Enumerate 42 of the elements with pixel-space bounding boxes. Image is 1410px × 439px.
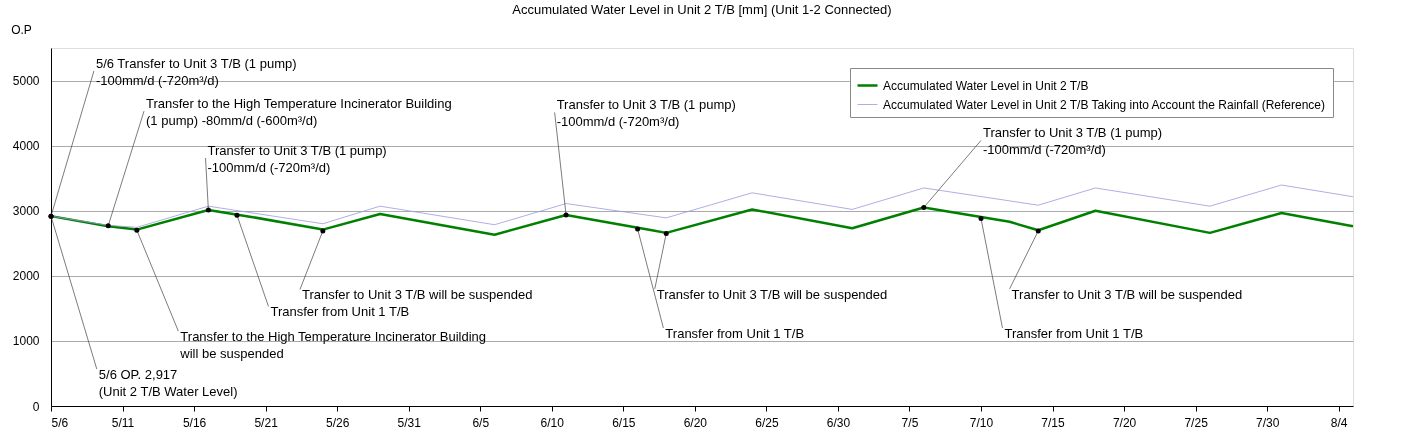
annotation: Transfer to the High Temperature Incinerator Building (1 pump) -80mm/d (-600m³/d) (146, 96, 452, 129)
annotation: Transfer to Unit 3 T/B will be suspended (1011, 286, 1243, 302)
annotation: Transfer to Unit 3 T/B (1 pump) -100mm/d (-720m³/d) (556, 97, 736, 130)
x-tick-label: 5/11 (111, 415, 135, 430)
x-tick-label: 5/16 (182, 415, 207, 430)
x-tick-label: 7/10 (969, 415, 994, 430)
annotation: 5/6 OP. 2,917 (Unit 2 T/B Water Level) (98, 367, 238, 400)
annotation: Transfer to Unit 3 T/B (1 pump) -100mm/d (-720m³/d) (983, 125, 1163, 158)
x-tick-label: 6/5 (472, 415, 490, 430)
x-tick-label: 6/30 (826, 415, 851, 430)
x-tick-label: 5/26 (325, 415, 350, 430)
annotation: Transfer to the High Temperature Incinerator Building will be suspended (179, 329, 487, 362)
x-tick-label: 6/20 (683, 415, 708, 430)
x-tick-label: 7/15 (1041, 415, 1066, 430)
x-tick-label: 7/30 (1255, 415, 1280, 430)
annotation: Transfer from Unit 1 T/B (1004, 325, 1144, 341)
y-tick-label: 1000 (12, 334, 40, 349)
y-axis-title: O.P (11, 22, 32, 37)
x-tick-label: 7/5 (901, 415, 919, 430)
x-tick-label: 8/4 (1330, 415, 1348, 430)
x-tick-label: 6/25 (755, 415, 779, 430)
x-tick-label: 7/20 (1112, 415, 1137, 430)
x-tick-label: 6/15 (612, 415, 636, 430)
annotation: 5/6 Transfer to Unit 3 T/B (1 pump) -100mm/d (-720m³/d) (95, 55, 297, 88)
y-tick-label: 4000 (12, 139, 40, 154)
x-tick-label: 5/6 (51, 415, 69, 430)
x-tick-label: 6/10 (540, 415, 565, 430)
legend-label: Accumulated Water Level in Unit 2 T/B (883, 78, 1089, 93)
annotation: Transfer to Unit 3 T/B will be suspended (301, 287, 533, 303)
y-tick-label: 5000 (12, 74, 40, 89)
x-tick-label: 5/21 (254, 415, 279, 430)
annotation: Transfer from Unit 1 T/B (270, 304, 410, 320)
y-tick-label: 3000 (12, 204, 40, 219)
annotation: Transfer to Unit 3 T/B (1 pump) -100mm/d (-720m³/d) (207, 143, 387, 175)
y-tick-label: 0 (32, 399, 40, 414)
x-tick-label: 7/25 (1184, 415, 1209, 430)
chart-title: Accumulated Water Level in Unit 2 T/B [mm] (Unit 1-2 Connected) (512, 2, 892, 17)
x-tick-label: 5/31 (397, 415, 422, 430)
y-tick-label: 2000 (12, 269, 40, 284)
annotation: Transfer to Unit 3 T/B will be suspended (656, 286, 888, 302)
legend-label: Accumulated Water Level in Unit 2 T/B Taking into Account the Rainfall (Reference) (883, 97, 1326, 112)
annotation: Transfer from Unit 1 T/B (665, 325, 805, 341)
